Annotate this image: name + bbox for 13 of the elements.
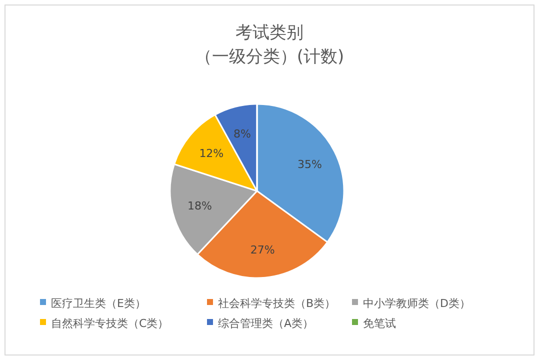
chart-subtitle: （一级分类）(计数)	[194, 47, 344, 67]
data-label: 35%	[297, 158, 322, 171]
data-label: 12%	[199, 147, 224, 160]
legend-label: 综合管理类（A类）	[218, 316, 314, 330]
chart-title: 考试类别	[236, 23, 304, 43]
legend-label: 社会科学专技类（B类）	[218, 296, 336, 310]
legend-label: 医疗卫生类（E类）	[51, 296, 146, 310]
legend-label: 自然科学专技类（C类）	[51, 316, 169, 330]
data-label: 18%	[187, 200, 212, 213]
legend-label: 免笔试	[363, 316, 396, 330]
legend-label: 中小学教师类（D类）	[363, 296, 470, 310]
data-label: 27%	[250, 244, 275, 257]
data-label: 8%	[234, 128, 252, 141]
